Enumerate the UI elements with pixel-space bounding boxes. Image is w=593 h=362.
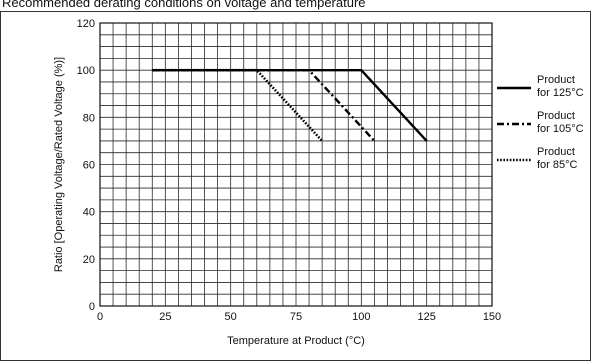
plot-border (99, 22, 493, 307)
x-tick-label: 25 (159, 311, 171, 323)
x-tick-label: 75 (290, 311, 302, 323)
y-tick-label: 20 (83, 254, 95, 266)
y-tick-label: 80 (83, 112, 95, 124)
axis-layer: 0 25 50 75 100 125 150 0 20 40 60 80 100 120 Temperatu… (53, 18, 501, 347)
y-tick-label: 60 (83, 160, 95, 172)
legend-label-1: Product (537, 74, 575, 86)
series-layer (152, 68, 428, 142)
legend-label-1: for 125°C (537, 87, 584, 99)
chart-frame (0, 11, 591, 361)
x-tick-label: 0 (97, 311, 103, 323)
y-axis-label: Ratio [Operating Voltage/Rated Voltage (… (53, 57, 65, 272)
y-tick-label: 40 (83, 207, 95, 219)
grid-layer (99, 22, 493, 307)
legend-label-2: for 105°C (537, 123, 584, 135)
y-tick-label: 0 (89, 301, 95, 313)
x-tick-label: 125 (417, 311, 435, 323)
series-line-1 (152, 68, 428, 142)
legend-label-3: for 85°C (537, 159, 578, 171)
y-tick-label: 100 (77, 65, 95, 77)
x-axis-label: Temperature at Product (°C) (227, 335, 365, 347)
legend-label-2: Product (537, 110, 575, 122)
y-tick-label: 120 (77, 18, 95, 30)
x-tick-label: 100 (352, 311, 370, 323)
legend-label-3: Product (537, 146, 575, 158)
chart-caption: Recommended derating conditions on volta… (2, 0, 366, 10)
series-line-2 (152, 68, 376, 142)
x-tick-label: 50 (225, 311, 237, 323)
x-tick-label: 150 (483, 311, 501, 323)
